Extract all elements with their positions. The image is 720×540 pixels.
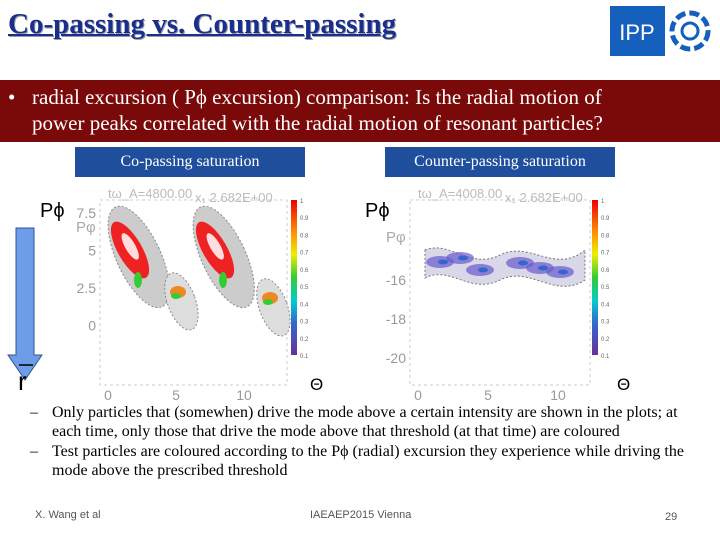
- x-tick-label: 0: [104, 387, 112, 403]
- title: Co-passing vs. Counter-passing: [8, 8, 397, 40]
- x-tick-label: 0: [414, 387, 422, 403]
- y-tick-label: -16: [386, 272, 406, 288]
- colorbar-tick: 1: [601, 199, 605, 205]
- x-tick-label: 10: [550, 387, 566, 403]
- colorbar-tick: 0.1: [601, 354, 610, 360]
- colorbar-tick: 0.2: [601, 337, 610, 343]
- colorbar-tick: 1: [300, 199, 304, 205]
- p-label: Pϕ: [365, 200, 390, 222]
- particle-cloud: [171, 293, 181, 299]
- colorbar-tick: 0.7: [300, 251, 309, 257]
- particle-cloud: [538, 265, 548, 271]
- banner: • radial excursion ( Pϕ excursion) compa…: [0, 80, 720, 142]
- colorbar-tick: 0.9: [300, 216, 309, 222]
- particle-cloud: [518, 260, 528, 266]
- colorbar-tick: 0.3: [601, 320, 610, 326]
- plots: r tω_A=4800.00 x₁ 2.682E+00PϕΘPφ7.552.500…: [7, 186, 630, 403]
- panel-label: Co-passing saturation: [75, 147, 305, 177]
- particle-cloud: [438, 259, 448, 265]
- colorbar-tick: 0.8: [300, 233, 309, 239]
- colorbar-tick: 0.6: [300, 268, 309, 274]
- footer-conference: IAEAEP2015 Vienna: [310, 509, 412, 521]
- plot-title: tω_A=4008.00: [418, 186, 502, 201]
- bullet-text: Only particles that (somewhen) drive the…: [52, 404, 678, 440]
- y-tick-label: 2.5: [77, 280, 97, 296]
- particle-cloud: [121, 233, 139, 260]
- y-tick-label: -18: [386, 311, 406, 327]
- y-tick-label: 5: [88, 243, 96, 259]
- colorbar: [592, 200, 598, 355]
- plot-subtitle: x₁ 2.682E+00: [195, 190, 273, 205]
- particle-cloud: [134, 272, 142, 288]
- colorbar: [291, 200, 297, 355]
- bullet-item: – Test particles are coloured according t…: [30, 442, 710, 480]
- p-label: Pϕ: [40, 200, 65, 222]
- particle-cloud: [263, 299, 273, 305]
- plot-area: [409, 199, 591, 386]
- particle-cloud: [256, 278, 291, 337]
- particle-cloud: [206, 233, 224, 260]
- particle-cloud: [164, 272, 199, 331]
- particle-cloud: [558, 269, 568, 275]
- colorbar-tick: 0.3: [300, 320, 309, 326]
- colorbar-tick: 0.2: [300, 337, 309, 343]
- plot-title: tω_A=4800.00: [108, 186, 192, 201]
- footer-author: X. Wang et al: [35, 509, 101, 521]
- x-tick-label: 5: [172, 387, 180, 403]
- colorbar-tick: 0.8: [601, 233, 610, 239]
- y-axis-label: Pφ: [386, 229, 406, 246]
- banner-line: radial excursion ( Pϕ excursion) compari…: [32, 85, 602, 109]
- colorbar-tick: 0.9: [601, 216, 610, 222]
- y-tick-label: 0: [88, 318, 96, 334]
- y-tick-label: -20: [386, 350, 406, 366]
- radial-arrow: [7, 227, 43, 381]
- bullet-marker: –: [30, 443, 38, 460]
- bullet-text: Test particles are coloured according to…: [52, 443, 684, 479]
- logo-text: IPP: [619, 20, 654, 45]
- theta: Θ: [310, 375, 323, 394]
- particle-cloud: [458, 255, 468, 261]
- bullet-list: – Only particles that (somewhen) drive th…: [30, 403, 710, 481]
- colorbar-tick: 0.4: [300, 302, 309, 308]
- arrow-label: r: [18, 366, 27, 396]
- y-axis-label: Pφ: [76, 219, 96, 236]
- x-tick-label: 10: [236, 387, 252, 403]
- y-tick-label: 7.5: [77, 205, 97, 221]
- x-tick-label: 5: [484, 387, 492, 403]
- particle-cloud: [219, 272, 227, 288]
- logo: IPP: [610, 6, 711, 56]
- panel-label: Counter-passing saturation: [385, 147, 615, 177]
- colorbar-tick: 0.7: [601, 251, 610, 257]
- colorbar-tick: 0.4: [601, 302, 610, 308]
- bullet-marker: –: [30, 404, 38, 421]
- plot-subtitle: x₁ 2.682E+00: [505, 190, 583, 205]
- colorbar-tick: 0.6: [601, 268, 610, 274]
- colorbar-tick: 0.1: [300, 354, 309, 360]
- bullet-item: – Only particles that (somewhen) drive th…: [30, 403, 710, 441]
- particle-cloud: [478, 267, 488, 273]
- colorbar-tick: 0.5: [601, 285, 610, 291]
- theta: Θ: [617, 375, 630, 394]
- colorbar-tick: 0.5: [300, 285, 309, 291]
- banner-line: power peaks correlated with the radial m…: [32, 111, 603, 135]
- bullet: •: [8, 85, 16, 109]
- page-number: 29: [665, 511, 678, 523]
